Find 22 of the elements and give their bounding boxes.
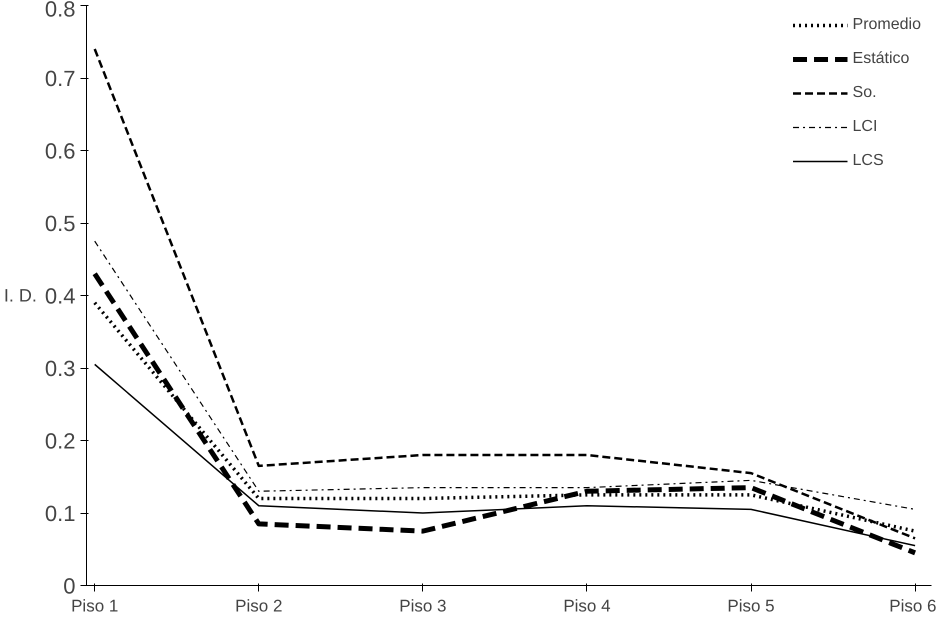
x-tick-label: Piso 5: [727, 596, 775, 616]
legend-label: Estático: [852, 50, 910, 68]
legend-label: Promedio: [852, 16, 921, 34]
y-tick-label: 0.1: [44, 501, 76, 526]
y-tick-label: 0.6: [44, 138, 76, 164]
legend-label: LCS: [852, 152, 884, 170]
y-axis-title: I. D.: [4, 286, 37, 306]
x-tick-label: Piso 2: [235, 596, 282, 616]
y-tick-label: 0.3: [44, 356, 76, 381]
y-tick-label: 0.7: [44, 66, 76, 91]
line-series: [93, 48, 916, 540]
x-tick-label: Piso 4: [563, 596, 611, 616]
y-tick-label: 0.8: [44, 0, 76, 22]
x-tick-label: Piso 3: [399, 596, 446, 616]
legend-label: LCI: [852, 118, 878, 136]
y-tick-label: 0.5: [44, 211, 76, 236]
y-tick-label: 0.4: [44, 284, 76, 308]
legend-label: So.: [852, 84, 877, 102]
x-tick-label: Piso 1: [71, 596, 118, 616]
y-tick-label: 0.2: [44, 428, 76, 454]
y-tick-label: 0: [63, 574, 76, 598]
x-tick-label: Piso 6: [889, 596, 936, 616]
